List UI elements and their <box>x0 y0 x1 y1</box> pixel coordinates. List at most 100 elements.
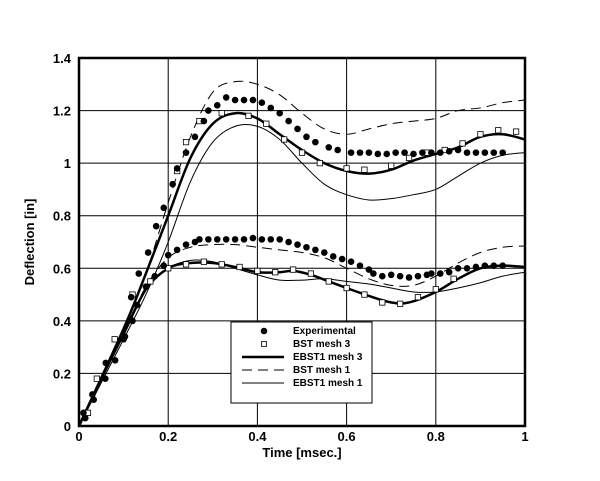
data-point <box>414 272 422 280</box>
data-point <box>151 272 159 280</box>
data-point <box>454 264 462 272</box>
data-point <box>450 275 457 282</box>
data-point <box>445 268 453 276</box>
data-point <box>432 286 439 293</box>
data-point <box>285 117 292 125</box>
series-line <box>78 80 526 427</box>
data-point <box>173 246 181 254</box>
data-point <box>338 255 346 263</box>
data-point <box>160 204 168 212</box>
data-point <box>463 149 471 156</box>
series-layer <box>77 80 526 427</box>
data-point <box>481 262 489 269</box>
series-line <box>77 111 526 427</box>
data-point <box>325 278 332 285</box>
data-point <box>102 375 109 382</box>
data-point <box>182 139 190 146</box>
data-point <box>347 258 355 266</box>
data-point <box>303 243 310 251</box>
data-point <box>378 272 386 280</box>
data-point <box>111 336 118 343</box>
data-point <box>495 127 502 134</box>
series-line <box>78 124 526 427</box>
data-point <box>245 112 252 119</box>
data-point <box>102 359 110 367</box>
data-point <box>200 117 208 125</box>
data-point <box>160 262 168 269</box>
data-point <box>379 299 386 306</box>
data-point <box>231 236 239 243</box>
data-point <box>334 146 341 154</box>
data-point <box>356 149 364 156</box>
data-point <box>312 246 319 254</box>
data-point <box>254 267 261 275</box>
legend-marker <box>261 341 267 347</box>
y-tick-label: 0.6 <box>53 261 71 276</box>
data-point <box>463 264 471 272</box>
data-point <box>329 253 337 260</box>
data-point <box>361 166 368 173</box>
data-point <box>272 269 279 276</box>
x-tick-label: 0.2 <box>159 429 177 444</box>
data-point <box>182 241 190 248</box>
y-tick-label: 1.2 <box>53 104 71 119</box>
x-tick-label: 0 <box>75 429 82 444</box>
data-point <box>397 300 404 307</box>
data-point <box>90 396 98 404</box>
y-tick-label: 0.8 <box>53 209 71 224</box>
data-point <box>454 146 462 154</box>
data-point <box>436 149 444 156</box>
data-point <box>347 149 355 156</box>
legend-entry-experimental: Experimental <box>260 326 356 337</box>
data-point <box>396 272 404 280</box>
data-point <box>356 262 364 269</box>
data-point <box>499 262 507 269</box>
data-point <box>81 414 89 422</box>
data-point <box>477 131 484 138</box>
series-bst-mesh-3 <box>84 110 520 416</box>
data-point <box>387 271 395 279</box>
data-point <box>481 149 489 156</box>
data-point <box>343 165 350 172</box>
data-point <box>144 249 152 256</box>
data-point <box>147 278 154 285</box>
data-point <box>135 270 143 277</box>
data-point <box>365 149 373 156</box>
data-point <box>182 261 190 268</box>
data-point <box>321 249 328 256</box>
data-point <box>236 263 243 271</box>
data-point <box>472 149 480 156</box>
data-point <box>285 238 292 246</box>
legend-label: Experimental <box>293 326 356 337</box>
data-point <box>374 150 382 158</box>
data-point <box>289 266 297 273</box>
legend-label: EBST1 mesh 3 <box>293 352 363 363</box>
data-point <box>133 301 141 309</box>
data-point <box>205 107 212 114</box>
y-tick-label: 0 <box>64 419 71 434</box>
data-point <box>169 180 176 188</box>
legend: Experimental BST mesh 3 EBST1 mesh 3 BST me… <box>230 321 373 404</box>
data-point <box>307 270 315 277</box>
data-point <box>405 274 413 281</box>
data-point <box>142 283 150 290</box>
data-point <box>343 284 350 292</box>
data-point <box>499 149 507 156</box>
legend-entry-ebst1-mesh-1: EBST1 mesh 1 <box>242 378 363 389</box>
data-point <box>258 99 266 106</box>
x-tick-label: 1 <box>521 429 528 444</box>
data-point <box>401 149 408 156</box>
data-point <box>419 149 426 156</box>
y-tick-label: 1 <box>64 156 71 171</box>
data-point <box>205 236 212 243</box>
data-point <box>267 104 275 112</box>
data-point <box>80 409 87 417</box>
data-point <box>263 120 270 127</box>
data-point <box>127 293 135 301</box>
data-point <box>445 148 453 155</box>
data-point <box>240 96 248 104</box>
data-point <box>276 236 284 243</box>
data-point <box>258 236 266 243</box>
data-point <box>111 356 119 364</box>
